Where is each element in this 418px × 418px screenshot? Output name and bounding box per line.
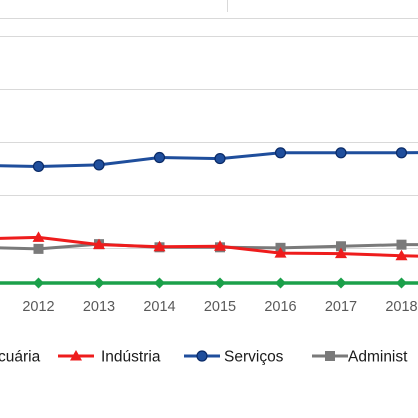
marker-industria-2015 — [214, 240, 226, 251]
marker-servicos-2018 — [395, 147, 408, 159]
marker-industria-2016 — [274, 247, 287, 258]
x-tick-label-2016: 2016 — [264, 299, 296, 315]
legend-item-agropecuaria: cuária — [0, 349, 41, 366]
legend-item-industria: Indústria — [58, 349, 161, 366]
legend-item-servicos: Serviços — [184, 349, 284, 366]
marker-servicos-2017 — [335, 147, 347, 159]
marker-industria-2012 — [32, 231, 45, 242]
x-tick-label-2018: 2018 — [385, 299, 417, 315]
legend-swatch-marker — [196, 350, 208, 362]
marker-industria-2014 — [153, 240, 166, 252]
marker-industria-2018 — [395, 249, 408, 261]
x-tick-label-2012: 2012 — [22, 299, 54, 315]
x-tick-label-2017: 2017 — [325, 299, 357, 315]
marker-industria-2017 — [335, 247, 347, 259]
series-servicos — [0, 147, 418, 173]
legend-label: Administ — [348, 349, 408, 366]
marker-agropecuaria-2015 — [214, 277, 226, 289]
legend-swatch-marker — [325, 351, 335, 361]
legend: cuária Indústria Serviços Administ — [0, 349, 408, 366]
series-agropecuaria — [0, 277, 418, 289]
legend-label: cuária — [0, 349, 41, 366]
legend-swatch-marker — [70, 350, 82, 361]
plot-frame — [0, 0, 418, 19]
marker-agropecuaria-2018 — [396, 277, 407, 289]
x-tick-label-2013: 2013 — [83, 299, 115, 315]
marker-agropecuaria-2014 — [154, 277, 165, 289]
marker-administ-2017 — [336, 241, 346, 252]
marker-agropecuaria-2017 — [335, 277, 347, 289]
x-tick-label-2014: 2014 — [143, 299, 175, 315]
marker-agropecuaria-2013 — [93, 277, 105, 289]
legend-label: Serviços — [224, 349, 284, 366]
gridlines — [0, 36, 418, 249]
series-industria — [0, 231, 418, 261]
x-tick-label-2015: 2015 — [204, 299, 236, 315]
series-line-servicos — [0, 151, 418, 168]
series-lines — [0, 147, 418, 289]
marker-servicos-2013 — [93, 159, 105, 171]
marker-servicos-2014 — [153, 151, 166, 164]
legend-item-administ: Administ — [312, 349, 408, 366]
marker-administ-2018 — [396, 239, 407, 250]
marker-servicos-2012 — [32, 160, 45, 173]
marker-industria-2013 — [93, 238, 105, 250]
marker-agropecuaria-2012 — [33, 277, 44, 289]
x-axis-tick-labels: 201220132014201520162017201820112019 — [22, 299, 417, 315]
legend-label: Indústria — [101, 349, 161, 366]
marker-administ-2012 — [33, 243, 44, 254]
marker-servicos-2016 — [274, 147, 287, 159]
marker-servicos-2015 — [214, 152, 226, 165]
marker-agropecuaria-2016 — [275, 277, 286, 289]
